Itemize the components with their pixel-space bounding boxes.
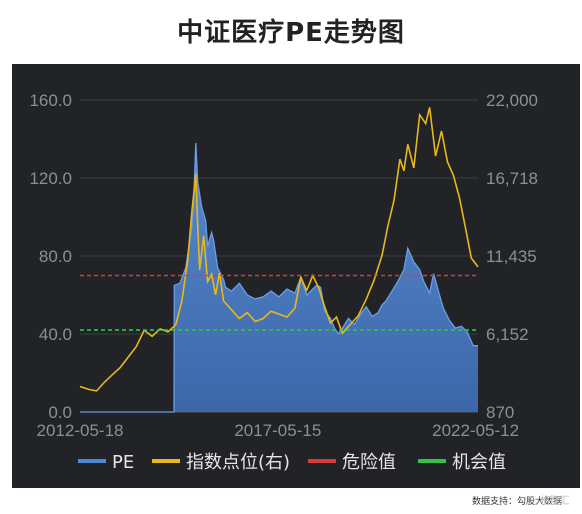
right-tick-label: 16,718 [486,169,538,188]
x-tick-label: 2012-05-18 [37,421,124,440]
right-tick-label: 22,000 [486,91,538,110]
x-tick-label: 2017-05-15 [234,421,321,440]
right-tick-label: 6,152 [486,325,529,344]
legend-label: PE [112,452,134,473]
chart-panel [12,64,580,488]
x-tick-label: 2022-05-12 [432,421,519,440]
right-tick-label: 870 [486,403,514,422]
legend-label: 指数点位(右) [186,452,290,473]
legend-item: PE [78,452,134,473]
legend-item: 机会值 [418,452,506,473]
pe-area [80,142,478,412]
legend-item: 危险值 [308,452,396,473]
data-source: 数据支持：勾股大数据 [471,497,562,507]
legend-label: 机会值 [452,452,506,473]
x-axis-ticks: 2012-05-18 2017-05-15 2022-05-12 [37,421,520,440]
left-tick-label: 80.0 [39,247,72,266]
left-tick-label: 0.0 [48,403,72,422]
legend-label: 危险值 [342,452,396,473]
left-tick-label: 120.0 [29,169,72,188]
right-axis-ticks: 870 6,152 11,435 16,718 22,000 [486,91,538,422]
left-tick-label: 40.0 [39,325,72,344]
chart-title: 中证医疗PE走势图 [177,18,405,48]
right-tick-label: 11,435 [486,247,537,266]
left-axis-ticks: 0.0 40.0 80.0 120.0 160.0 [29,91,72,422]
watermark-logo: 格隆汇 [540,496,570,507]
legend: PE 指数点位(右) 危险值 机会值 [78,452,506,473]
legend-item: 指数点位(右) [152,452,290,473]
left-tick-label: 160.0 [29,91,72,110]
